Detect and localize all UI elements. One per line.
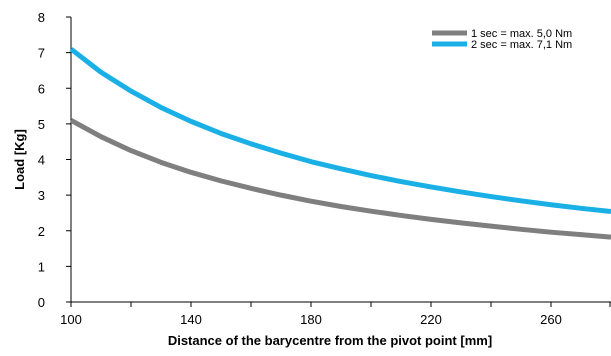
legend-label-1: 1 sec = max. 5,0 Nm xyxy=(471,28,572,40)
chart-axes: 0 1 2 3 4 5 6 7 8 100 140 180 220 260 xyxy=(38,10,611,327)
x-tick-label: 220 xyxy=(420,312,442,327)
x-tick-label: 140 xyxy=(180,312,202,327)
y-tick-label: 0 xyxy=(38,295,45,310)
x-tick-label: 260 xyxy=(540,312,562,327)
series-line-1 xyxy=(69,118,611,240)
series-line-2 xyxy=(69,47,611,214)
y-tick-label: 7 xyxy=(38,46,45,61)
x-axis-title: Distance of the barycentre from the pivo… xyxy=(168,333,492,348)
y-tick-label: 2 xyxy=(38,224,45,239)
y-tick-label: 3 xyxy=(38,188,45,203)
x-tick-label: 180 xyxy=(300,312,322,327)
y-tick-label: 8 xyxy=(38,10,45,25)
y-tick-label: 1 xyxy=(38,259,45,274)
chart-series xyxy=(69,47,611,240)
chart-legend: 1 sec = max. 5,0 Nm2 sec = max. 7,1 Nm xyxy=(432,28,572,51)
legend-label-2: 2 sec = max. 7,1 Nm xyxy=(471,39,572,51)
y-tick-label: 6 xyxy=(38,81,45,96)
y-tick-label: 5 xyxy=(38,117,45,132)
y-tick-label: 4 xyxy=(38,153,45,168)
x-tick-label: 100 xyxy=(60,312,82,327)
y-axis-title: Load [Kg] xyxy=(12,129,27,190)
